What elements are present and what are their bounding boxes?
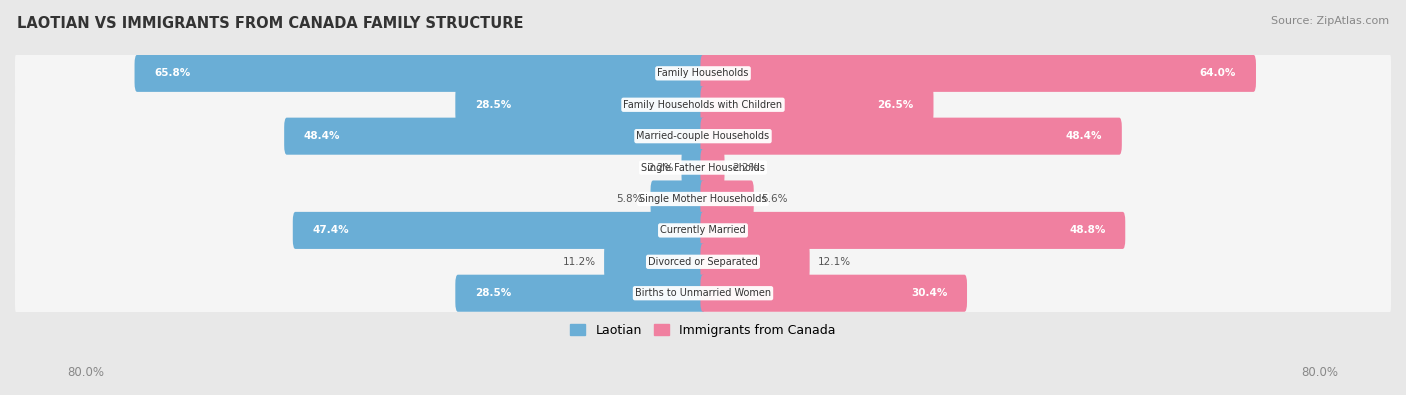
FancyBboxPatch shape [456, 275, 706, 312]
Text: 80.0%: 80.0% [1302, 366, 1339, 379]
FancyBboxPatch shape [700, 181, 754, 218]
Text: Single Father Households: Single Father Households [641, 163, 765, 173]
Text: Source: ZipAtlas.com: Source: ZipAtlas.com [1271, 16, 1389, 26]
FancyBboxPatch shape [700, 243, 810, 280]
FancyBboxPatch shape [605, 243, 706, 280]
FancyBboxPatch shape [15, 240, 1391, 284]
Text: 11.2%: 11.2% [564, 257, 596, 267]
FancyBboxPatch shape [15, 52, 1391, 95]
Text: 5.8%: 5.8% [616, 194, 643, 204]
FancyBboxPatch shape [700, 86, 934, 123]
FancyBboxPatch shape [15, 146, 1391, 189]
FancyBboxPatch shape [292, 212, 706, 249]
Text: 48.4%: 48.4% [304, 131, 340, 141]
FancyBboxPatch shape [651, 181, 706, 218]
FancyBboxPatch shape [135, 55, 706, 92]
FancyBboxPatch shape [700, 149, 724, 186]
FancyBboxPatch shape [284, 118, 706, 155]
FancyBboxPatch shape [15, 115, 1391, 158]
Text: 28.5%: 28.5% [475, 100, 512, 110]
Text: Family Households: Family Households [658, 68, 748, 78]
Text: 48.8%: 48.8% [1069, 226, 1105, 235]
Text: 2.2%: 2.2% [647, 163, 673, 173]
Text: 48.4%: 48.4% [1066, 131, 1102, 141]
Text: Currently Married: Currently Married [661, 226, 745, 235]
FancyBboxPatch shape [15, 271, 1391, 315]
Text: Births to Unmarried Women: Births to Unmarried Women [636, 288, 770, 298]
Legend: Laotian, Immigrants from Canada: Laotian, Immigrants from Canada [565, 319, 841, 342]
FancyBboxPatch shape [456, 86, 706, 123]
Text: 28.5%: 28.5% [475, 288, 512, 298]
FancyBboxPatch shape [15, 209, 1391, 252]
FancyBboxPatch shape [700, 212, 1125, 249]
FancyBboxPatch shape [15, 83, 1391, 126]
Text: 47.4%: 47.4% [312, 226, 349, 235]
FancyBboxPatch shape [700, 275, 967, 312]
Text: Divorced or Separated: Divorced or Separated [648, 257, 758, 267]
Text: 80.0%: 80.0% [67, 366, 104, 379]
Text: 64.0%: 64.0% [1199, 68, 1236, 78]
FancyBboxPatch shape [682, 149, 706, 186]
Text: 30.4%: 30.4% [911, 288, 948, 298]
FancyBboxPatch shape [15, 177, 1391, 221]
FancyBboxPatch shape [700, 55, 1256, 92]
Text: 2.2%: 2.2% [733, 163, 759, 173]
Text: 65.8%: 65.8% [155, 68, 191, 78]
Text: Married-couple Households: Married-couple Households [637, 131, 769, 141]
Text: 26.5%: 26.5% [877, 100, 914, 110]
Text: LAOTIAN VS IMMIGRANTS FROM CANADA FAMILY STRUCTURE: LAOTIAN VS IMMIGRANTS FROM CANADA FAMILY… [17, 16, 523, 31]
Text: 12.1%: 12.1% [817, 257, 851, 267]
Text: Single Mother Households: Single Mother Households [640, 194, 766, 204]
Text: 5.6%: 5.6% [762, 194, 787, 204]
Text: Family Households with Children: Family Households with Children [623, 100, 783, 110]
FancyBboxPatch shape [700, 118, 1122, 155]
